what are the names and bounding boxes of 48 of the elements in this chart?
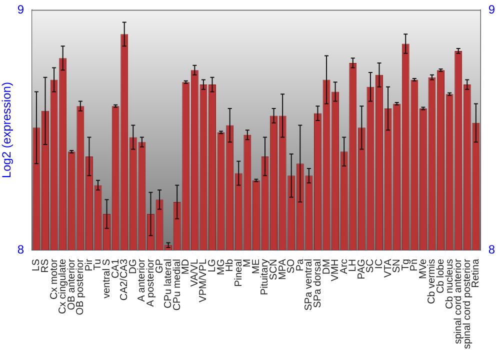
x-tick-label: MVe bbox=[418, 258, 429, 279]
y2-tick-label: 9 bbox=[488, 2, 496, 17]
x-tick-label: Retina bbox=[470, 258, 482, 288]
x-tick-label: A posterior bbox=[145, 258, 156, 307]
x-tick-label: Tg bbox=[400, 258, 412, 271]
x-tick-label: CA1 bbox=[110, 258, 122, 278]
y-axis-title: Log2 (expression) bbox=[0, 82, 14, 178]
x-tick-label: SO bbox=[286, 258, 298, 274]
x-tick-label: Cb nucleus bbox=[444, 258, 456, 309]
x-tick-label: spinal cord anterior bbox=[453, 258, 464, 344]
x-tick-label: Cx cingulate bbox=[58, 258, 69, 314]
x-tick-label: Hb bbox=[224, 258, 236, 272]
y2-tick-label: 8 bbox=[488, 242, 496, 256]
x-tick-label: Pn bbox=[409, 258, 420, 272]
x-tick-label: VTA bbox=[382, 258, 394, 278]
x-tick-label: M bbox=[242, 258, 254, 268]
x-tick-label: VA/VL bbox=[189, 258, 200, 287]
x-tick-label: Pir bbox=[84, 258, 95, 272]
x-tick-label: LH bbox=[348, 258, 359, 272]
x-tick-label: MPA bbox=[277, 258, 288, 280]
x-tick-label: SCN bbox=[268, 258, 280, 280]
x-tick-label: GP bbox=[154, 258, 166, 274]
x-tick-label: PAG bbox=[356, 258, 368, 280]
x-tick-label: A anterior bbox=[136, 258, 148, 302]
x-tick-label: SPa dorsal bbox=[312, 258, 324, 308]
x-tick-label: Cb lobe bbox=[436, 258, 447, 294]
x-tick-label: RS bbox=[40, 258, 52, 273]
x-tick-label: Pituitary bbox=[260, 258, 271, 296]
x-tick-label: IC bbox=[374, 258, 385, 269]
x-tick-label: VPM/VPL bbox=[198, 258, 210, 302]
x-tick-label: Tu bbox=[92, 258, 104, 270]
x-tick-label: SC bbox=[365, 258, 376, 273]
x-tick-label: Pineal bbox=[233, 258, 244, 287]
x-tick-label: ventral S bbox=[102, 258, 113, 298]
x-tick-label: SN bbox=[392, 258, 403, 273]
x-tick-label: VMH bbox=[330, 258, 342, 282]
x-tick-label: ME bbox=[250, 258, 262, 274]
x-tick-label: OB posterior bbox=[75, 258, 86, 316]
x-tick-label: spinal cord posterior bbox=[462, 258, 473, 350]
x-tick-label: LS bbox=[31, 258, 42, 272]
x-tick-label: CPu medial bbox=[172, 258, 183, 311]
x-tick-label: DG bbox=[128, 258, 139, 274]
x-tick-label: LG bbox=[207, 258, 218, 272]
x-tick-label: CA2/CA3 bbox=[119, 258, 130, 301]
x-tick-label: Pa bbox=[294, 258, 306, 272]
x-tick-label: OB anterior bbox=[66, 258, 78, 310]
x-tick-label: DM bbox=[321, 258, 332, 275]
x-tick-label: Arc bbox=[338, 258, 350, 274]
